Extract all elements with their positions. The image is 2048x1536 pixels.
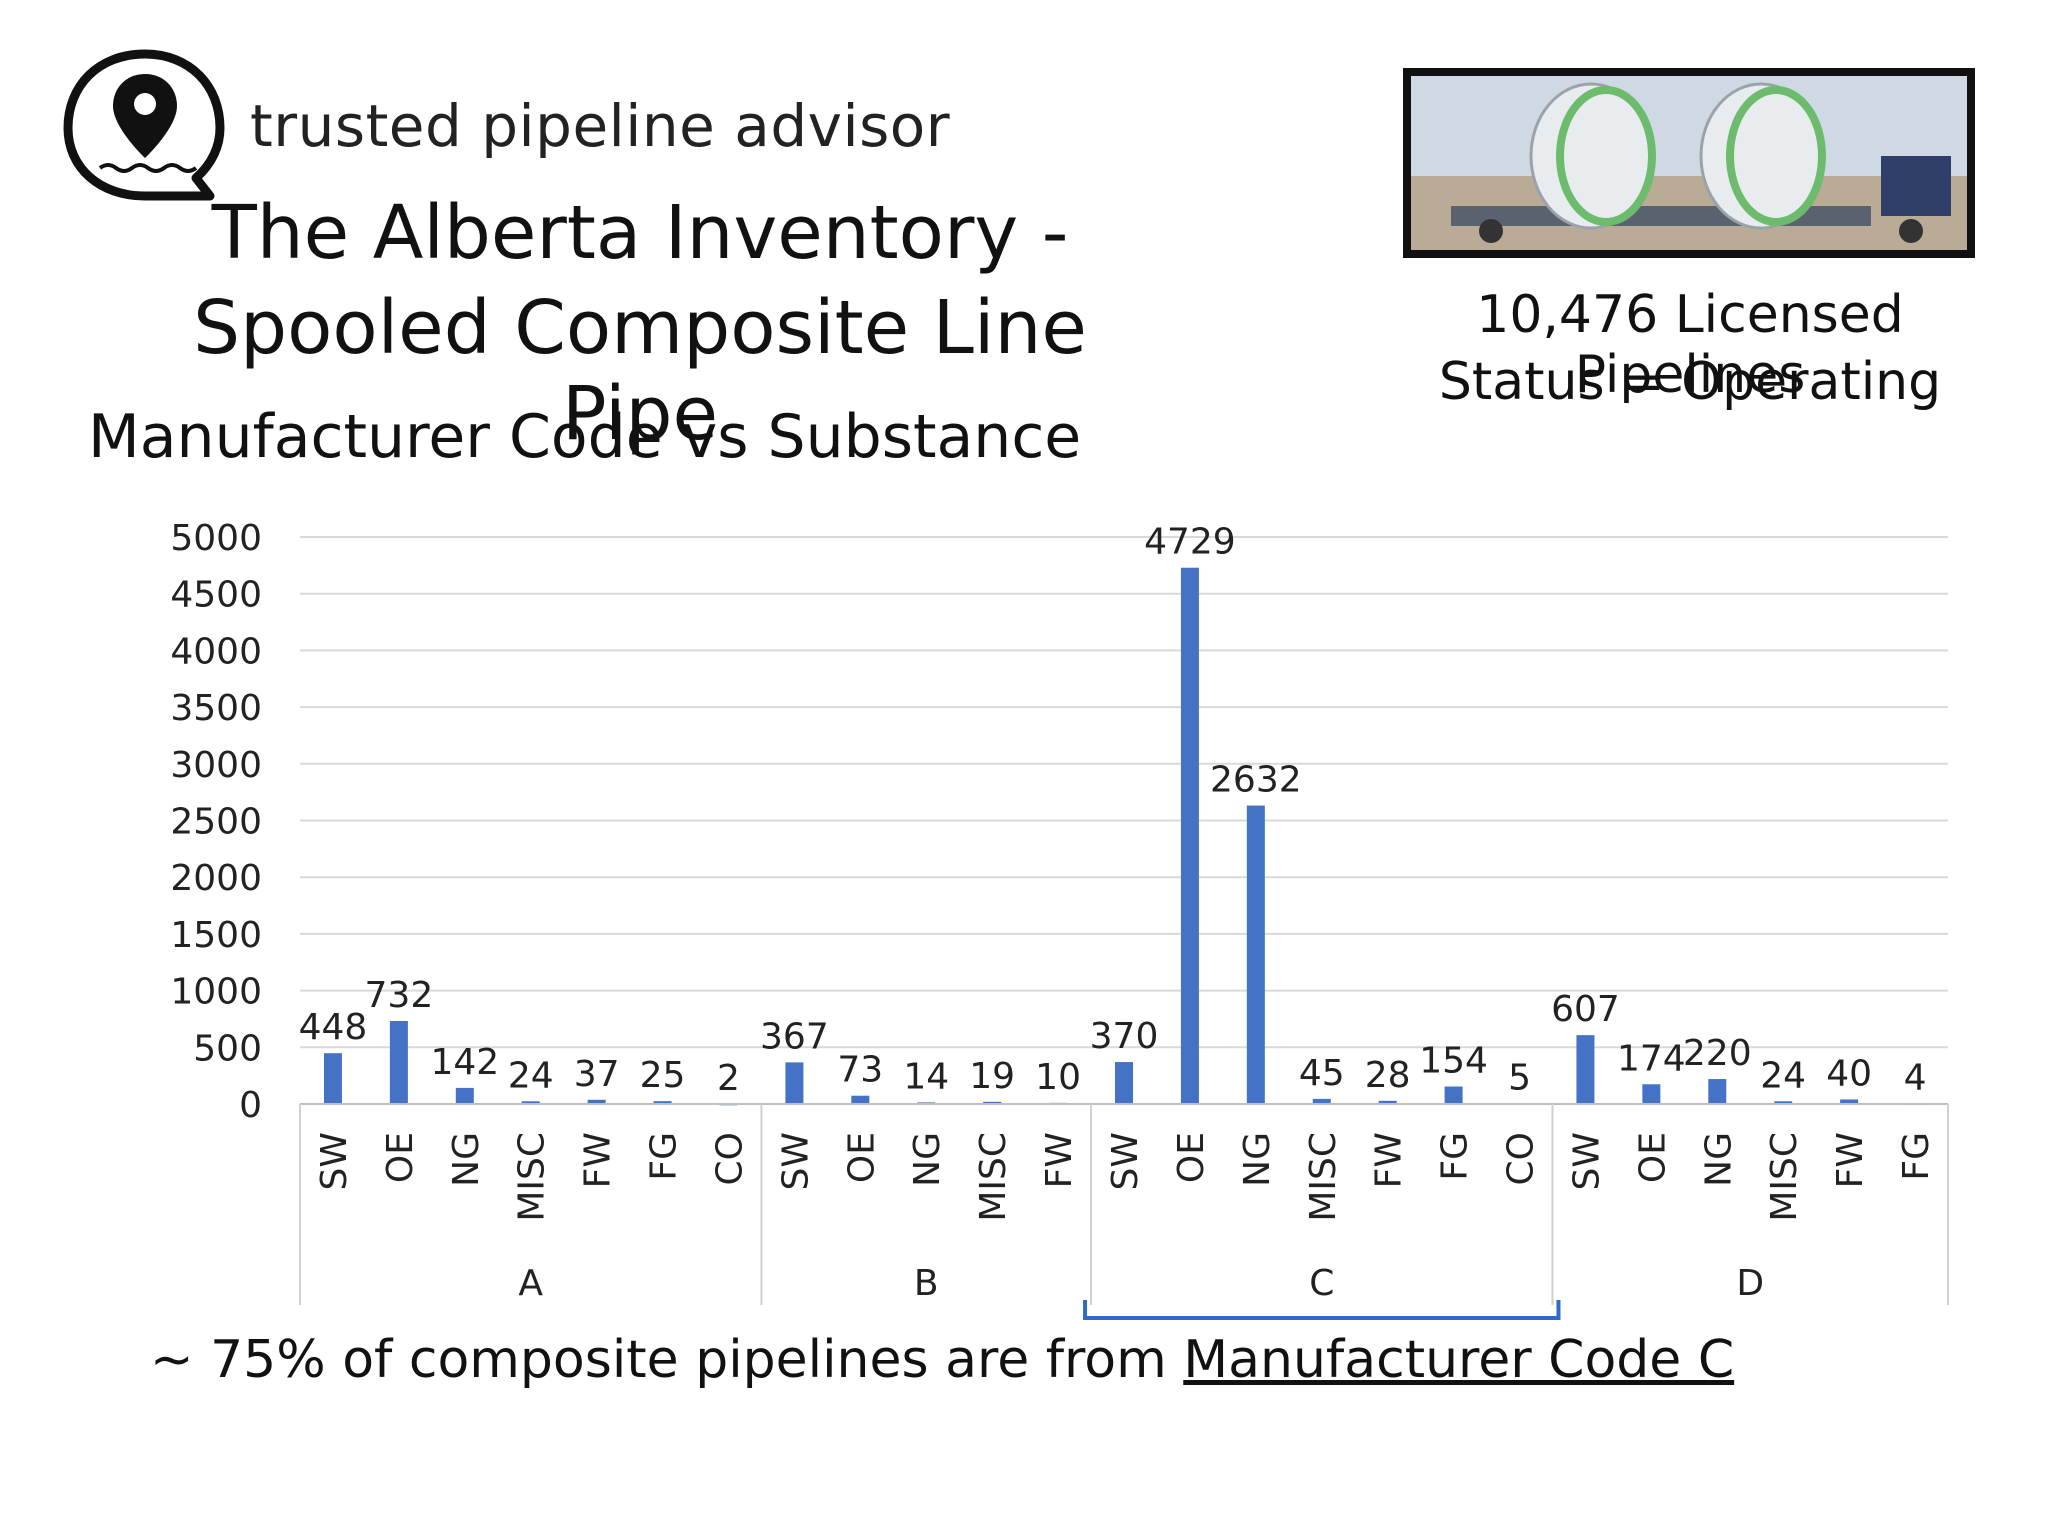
x-tick-label: FW [1830, 1132, 1871, 1188]
x-tick-label: FW [1039, 1132, 1080, 1188]
data-label: 370 [1090, 1016, 1159, 1057]
data-label: 5 [1508, 1057, 1531, 1098]
data-label: 10 [1035, 1057, 1081, 1098]
page-title-line1: The Alberta Inventory - [211, 190, 1069, 276]
x-tick-label: OE [841, 1132, 882, 1183]
bar [1312, 1098, 1331, 1104]
x-tick-label: SW [1566, 1132, 1607, 1190]
y-tick-label: 2500 [170, 802, 262, 843]
x-tick-label: NG [1698, 1132, 1739, 1187]
y-tick-label: 1500 [170, 915, 262, 956]
x-tick-label: OE [380, 1132, 421, 1183]
data-label: 25 [640, 1055, 686, 1096]
group-highlight-bracket [1083, 1300, 1561, 1320]
y-tick-label: 500 [193, 1028, 262, 1069]
x-tick-label: MISC [1303, 1132, 1344, 1222]
footer-prefix: ~ 75% of composite pipelines are from [150, 1330, 1184, 1390]
data-label: 154 [1419, 1041, 1488, 1082]
data-label: 174 [1617, 1038, 1686, 1079]
group-label: A [518, 1263, 543, 1304]
bar [1378, 1100, 1397, 1104]
x-tick-label: FW [578, 1132, 619, 1188]
bar [983, 1101, 1002, 1104]
bar [653, 1101, 672, 1104]
y-tick-label: 2000 [170, 858, 262, 899]
page-title-line2: Spooled Composite Line Pipe [193, 285, 1087, 457]
group-label: D [1736, 1263, 1764, 1304]
pipe-spools-photo [1403, 68, 1975, 258]
x-tick-label: SW [1105, 1132, 1146, 1190]
x-tick-label: SW [775, 1132, 816, 1190]
status-operating: Status = Operating [1438, 352, 1942, 412]
bar [1840, 1099, 1859, 1104]
x-tick-label: OE [1171, 1132, 1212, 1183]
bar-chart: 0 500 1000 1500 2000 2500 3000 3500 4000 4500 5000… [170, 518, 1949, 1320]
bar [1180, 567, 1199, 1104]
x-tick-label: FW [1369, 1132, 1410, 1188]
y-tick-label: 4000 [170, 631, 262, 672]
data-label: 28 [1365, 1055, 1411, 1096]
map-pin-chat-icon [63, 49, 225, 201]
data-label: 14 [903, 1056, 949, 1097]
data-label: 37 [574, 1054, 620, 1095]
data-label: 732 [365, 975, 434, 1016]
licensed-pipelines-count: 10,476 Licensed Pipelines [1476, 285, 1904, 405]
bar [1708, 1079, 1727, 1104]
bar [587, 1099, 606, 1104]
bar [1642, 1084, 1661, 1104]
x-tick-label: FG [1435, 1132, 1476, 1181]
y-tick-label: 5000 [170, 518, 262, 559]
data-label: 45 [1299, 1053, 1345, 1094]
x-tick-label: CO [709, 1132, 750, 1185]
x-tick-label: CO [1501, 1132, 1542, 1185]
bar [1115, 1062, 1133, 1104]
data-label: 24 [1760, 1055, 1806, 1096]
bar [455, 1087, 474, 1104]
x-tick-label: NG [446, 1132, 487, 1187]
x-tick-label: MISC [973, 1132, 1014, 1222]
bar [1444, 1086, 1463, 1104]
data-label: 448 [299, 1007, 368, 1048]
x-tick-label: FG [644, 1132, 685, 1181]
y-tick-label: 3000 [170, 745, 262, 786]
bar [389, 1020, 408, 1104]
x-tick-label: MISC [512, 1132, 553, 1222]
data-label: 607 [1551, 989, 1620, 1030]
brand-name: trusted pipeline advisor [250, 92, 951, 160]
x-tick-label: FG [1896, 1132, 1937, 1181]
data-label: 220 [1683, 1033, 1752, 1074]
y-tick-label: 4500 [170, 575, 262, 616]
group-label: B [914, 1263, 939, 1304]
data-label: 40 [1826, 1053, 1872, 1094]
y-tick-label: 1000 [170, 972, 262, 1013]
manufacturer-c-link[interactable]: Manufacturer Code C [1183, 1330, 1735, 1390]
data-label: 19 [969, 1056, 1015, 1097]
x-tick-label: SW [314, 1132, 355, 1190]
data-label: 4729 [1144, 522, 1236, 563]
bar [1774, 1101, 1793, 1104]
data-label: 2632 [1210, 760, 1302, 801]
chart-subtitle: Manufacturer Code vs Substance [88, 402, 1082, 472]
x-tick-label: NG [1237, 1132, 1278, 1187]
x-tick-label: OE [1632, 1132, 1673, 1183]
data-label: 24 [508, 1055, 554, 1096]
bar [323, 1053, 342, 1104]
y-tick-label: 0 [239, 1085, 262, 1126]
y-tick-label: 3500 [170, 688, 262, 729]
bar [521, 1101, 540, 1104]
group-label: C [1309, 1263, 1334, 1304]
data-label: 4 [1904, 1058, 1927, 1099]
data-label: 367 [760, 1016, 829, 1057]
x-tick-label: NG [907, 1132, 948, 1187]
x-tick-label: MISC [1764, 1132, 1805, 1222]
data-label: 142 [430, 1042, 499, 1083]
data-label: 2 [717, 1058, 740, 1099]
bar [851, 1095, 870, 1104]
footer-note: ~ 75% of composite pipelines are from Ma… [150, 1330, 1734, 1390]
bar [1576, 1035, 1595, 1104]
bar [1246, 805, 1265, 1104]
bar [785, 1062, 804, 1104]
data-label: 73 [837, 1050, 883, 1091]
